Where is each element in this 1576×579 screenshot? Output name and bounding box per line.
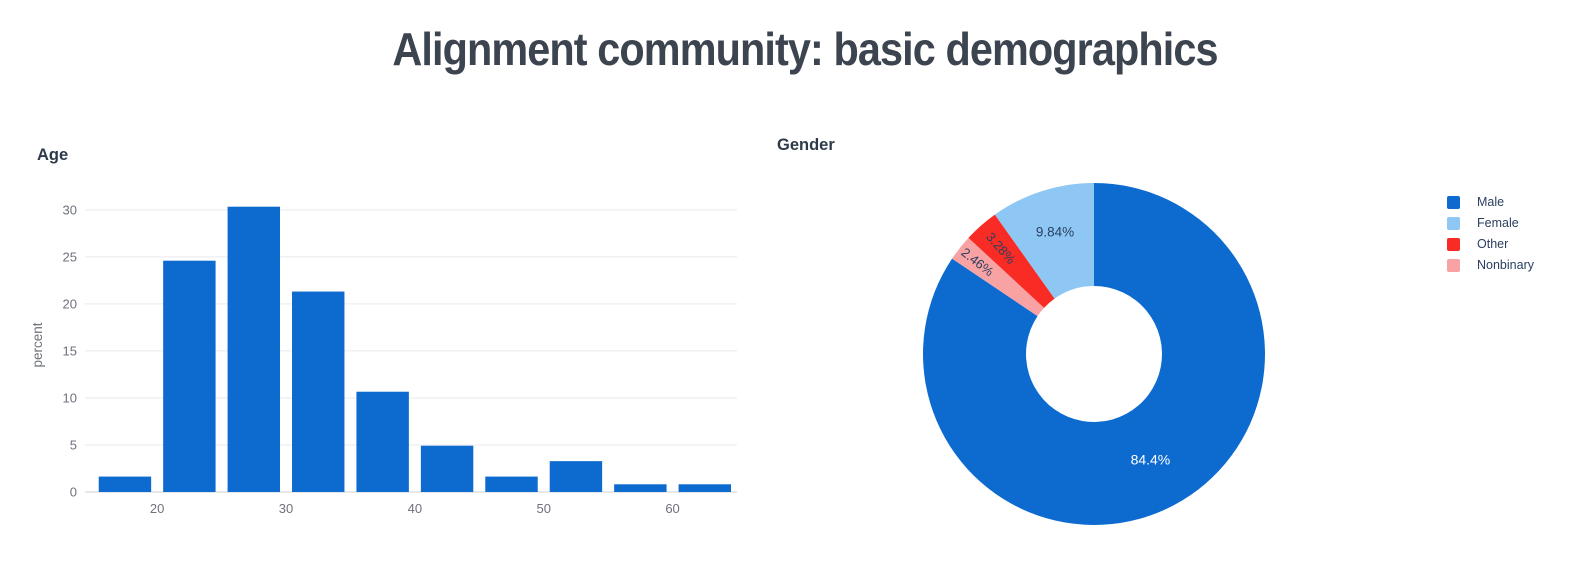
gender-chart-title: Gender bbox=[777, 136, 835, 154]
legend-item-other[interactable]: Other bbox=[1447, 234, 1534, 255]
legend-swatch bbox=[1447, 259, 1460, 272]
slice-label: 9.84% bbox=[1036, 225, 1074, 240]
age-bar[interactable] bbox=[163, 260, 216, 492]
age-bar[interactable] bbox=[292, 291, 345, 492]
age-bar[interactable] bbox=[678, 484, 731, 492]
legend-item-male[interactable]: Male bbox=[1447, 192, 1534, 213]
y-tick-label: 20 bbox=[63, 296, 77, 311]
slice-label: 84.4% bbox=[1131, 451, 1171, 467]
age-bar[interactable] bbox=[420, 445, 474, 492]
legend-label: Female bbox=[1477, 216, 1519, 231]
x-tick-label: 20 bbox=[150, 501, 164, 516]
y-axis-title: percent bbox=[30, 322, 45, 367]
legend-swatch bbox=[1447, 238, 1460, 251]
y-tick-label: 30 bbox=[63, 202, 77, 217]
age-bar[interactable] bbox=[485, 476, 538, 492]
page-title: Alignment community: basic demographics bbox=[392, 23, 1218, 75]
legend-swatch bbox=[1447, 217, 1460, 230]
y-tick-label: 10 bbox=[63, 390, 77, 405]
legend-item-nonbinary[interactable]: Nonbinary bbox=[1447, 255, 1534, 276]
legend-label: Male bbox=[1477, 195, 1505, 210]
gender-slice-nonbinary[interactable] bbox=[952, 237, 1045, 317]
y-tick-label: 0 bbox=[70, 485, 77, 500]
x-tick-label: 60 bbox=[665, 501, 679, 516]
legend-label: Other bbox=[1477, 237, 1509, 252]
gender-slice-other[interactable] bbox=[968, 214, 1055, 308]
x-tick-label: 50 bbox=[536, 501, 550, 516]
gender-legend: Male Female Other Nonbinary bbox=[1447, 192, 1534, 276]
age-bar[interactable] bbox=[549, 461, 603, 492]
age-bar[interactable] bbox=[98, 476, 152, 492]
gender-slice-female[interactable] bbox=[994, 183, 1094, 299]
gender-slice-male[interactable] bbox=[923, 183, 1265, 525]
age-bar[interactable] bbox=[356, 391, 409, 492]
age-bar[interactable] bbox=[614, 484, 667, 492]
x-tick-label: 40 bbox=[408, 501, 422, 516]
y-tick-label: 25 bbox=[63, 249, 77, 264]
age-bar[interactable] bbox=[227, 206, 281, 492]
legend-label: Nonbinary bbox=[1477, 258, 1534, 273]
legend-item-female[interactable]: Female bbox=[1447, 213, 1534, 234]
x-tick-label: 30 bbox=[279, 501, 293, 516]
y-tick-label: 5 bbox=[70, 437, 77, 452]
legend-swatch bbox=[1447, 196, 1460, 209]
age-chart-title: Age bbox=[37, 146, 69, 164]
y-tick-label: 15 bbox=[63, 343, 77, 358]
